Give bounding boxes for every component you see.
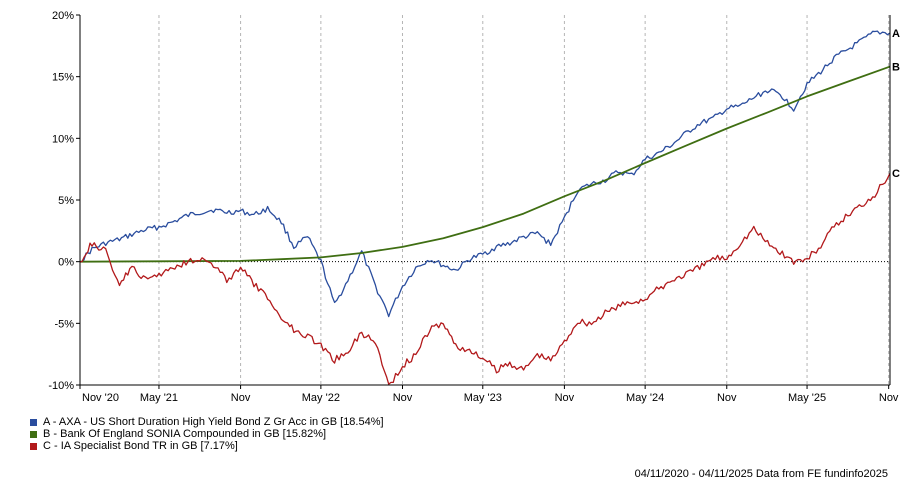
series-end-labels: A B C <box>892 28 900 180</box>
x-tick-label: May '21 <box>140 392 178 404</box>
y-tick-label: 5% <box>58 195 74 207</box>
y-tick-label: 10% <box>52 133 74 145</box>
legend-item: C - IA Specialist Bond TR in GB [7.17%] <box>30 440 384 452</box>
series-line-b <box>79 65 891 263</box>
chart-canvas: -10% -5% 0% 5% 10% 15% 20% Nov '20 May '21 Nov Ma… <box>48 10 900 404</box>
legend: A - AXA - US Short Duration High Yield B… <box>30 416 384 452</box>
x-tick-label: Nov <box>393 392 413 404</box>
y-tick-label: 20% <box>52 10 74 22</box>
legend-swatch <box>30 418 37 426</box>
legend-item: A - AXA - US Short Duration High Yield B… <box>30 416 384 428</box>
series-end-label-c: C <box>892 168 900 180</box>
series-lines <box>79 30 891 385</box>
series-line-a <box>80 30 891 318</box>
series-end-label-b: B <box>892 62 900 74</box>
grid-lines <box>158 15 890 385</box>
y-axis-ticks: -10% -5% 0% 5% 10% 15% 20% <box>48 10 80 392</box>
x-tick-label: Nov <box>555 392 575 404</box>
x-tick-label: Nov <box>231 392 251 404</box>
x-tick-label: Nov '20 <box>82 392 119 404</box>
legend-label: A - AXA - US Short Duration High Yield B… <box>43 416 384 428</box>
x-tick-label: Nov <box>717 392 737 404</box>
plot-area <box>80 15 890 385</box>
series-end-label-a: A <box>892 28 900 40</box>
x-tick-label: Nov <box>879 392 899 404</box>
legend-swatch <box>30 442 37 450</box>
x-axis-ticks: Nov '20 May '21 Nov May '22 Nov May '23 Nov May… <box>79 385 899 404</box>
x-tick-label: May '22 <box>302 392 340 404</box>
x-tick-label: May '24 <box>626 392 664 404</box>
y-tick-label: 0% <box>58 257 74 269</box>
legend-label: C - IA Specialist Bond TR in GB [7.17%] <box>43 440 238 452</box>
y-tick-label: -10% <box>48 380 74 392</box>
x-tick-label: May '23 <box>464 392 502 404</box>
x-tick-label: May '25 <box>788 392 826 404</box>
y-tick-label: 15% <box>52 72 74 84</box>
legend-item: B - Bank Of England SONIA Compounded in … <box>30 428 384 440</box>
footer-source: 04/11/2020 - 04/11/2025 Data from FE fun… <box>634 468 888 480</box>
legend-label: B - Bank Of England SONIA Compounded in … <box>43 428 327 440</box>
series-line-c <box>79 172 891 385</box>
y-tick-label: -5% <box>54 318 74 330</box>
legend-swatch <box>30 430 37 438</box>
